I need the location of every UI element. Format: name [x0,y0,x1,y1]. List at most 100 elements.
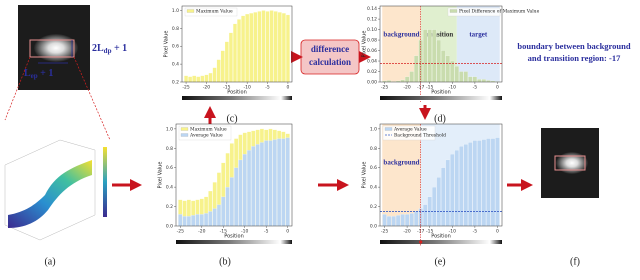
y-tick-label: 0.2 [166,204,173,210]
panel-label: (f) [570,256,580,267]
bar [400,79,405,83]
bar [228,32,233,83]
legend-swatch [180,127,189,131]
legend-swatch [384,127,393,131]
bar [472,76,478,83]
bar [459,146,464,227]
x-tick-label: -5 [265,85,270,91]
x-tick-label: 0 [496,85,499,91]
y-tick-label: 0.14 [367,6,377,12]
bar [445,159,450,227]
panel-label: (e) [434,256,445,267]
bar [221,196,226,227]
bar [386,216,392,227]
bar [216,59,221,83]
bar [200,75,205,83]
legend-box [447,7,501,17]
panel-label: (a) [44,256,55,267]
bar [277,12,282,83]
y-tick-label: 0.0 [166,224,173,230]
bar [391,216,396,227]
bar [486,138,491,227]
bar [182,216,187,227]
bar [196,76,201,83]
legend-label: Average Value [393,127,427,133]
bar [414,55,419,83]
bar [273,11,278,83]
x-tick-label: 0 [286,85,289,91]
bar [472,140,478,227]
bar [188,76,193,83]
x-tick-label: -25 [177,229,184,235]
bar [450,60,455,83]
bar [229,177,234,227]
y-tick-label: 0.12 [367,17,377,23]
bar [247,150,252,227]
bar [459,71,464,83]
height-label: 2Ldp + 1 [92,43,127,54]
bar [195,214,200,227]
boundary-dot [419,240,423,244]
legend-swatch [186,9,195,13]
width-label: Lep + 1 [24,68,53,79]
bar [463,144,468,227]
y-tick-label: 0.10 [367,27,377,33]
legend-box [178,125,232,141]
y-tick-label: 0.4 [172,62,179,68]
legend-label: Maximum Value [190,127,227,133]
bar [191,215,196,227]
legend-swatch [449,9,458,13]
y-tick-label: 0.2 [370,204,377,210]
bar [204,213,209,227]
y-tick-label: 0.02 [367,69,377,75]
y-axis-label: Pixel Value [164,31,170,58]
bar [382,214,387,227]
bar [477,140,482,227]
x-tick-label: -10 [449,229,456,235]
y-tick-label: 1.0 [166,126,173,132]
x-tick-label: -15 [223,85,230,91]
colorbar [182,96,292,100]
bar [436,39,441,83]
process-text: calculation [309,57,351,67]
bar [285,137,290,227]
bar [268,140,273,227]
legend-label: Background Threshold [394,133,446,139]
bar [432,29,437,83]
x-tick-label: -10 [241,229,248,235]
bar [259,142,264,227]
bar [441,50,446,83]
bar [441,167,446,227]
bar [220,50,225,83]
plot-frame [379,123,503,227]
x-axis-label: Position [224,234,243,240]
x-tick-label: -25 [381,229,388,235]
colorbar [176,240,292,244]
y-tick-label: 0.8 [172,26,179,32]
y-tick-label: 0.2 [172,80,179,86]
y-tick-label: 0.4 [370,185,377,191]
boundary-note: boundary between background [517,41,630,51]
bar [454,66,459,83]
bar [265,11,270,83]
bar [234,167,239,227]
y-tick-label: 0.6 [166,165,173,171]
bar [490,138,496,227]
bar [409,213,414,227]
bar [404,76,410,83]
bar [237,19,241,83]
region-label: background [383,30,419,38]
bar [261,10,266,83]
bar [281,138,286,227]
bar [269,10,274,83]
y-tick-label: 1.0 [172,8,179,14]
bar [184,75,189,83]
bar [481,79,487,83]
bar [255,144,260,227]
plot-frame [175,123,293,227]
bar [400,214,405,227]
legend-swatch [180,133,189,137]
bar [208,72,213,83]
y-axis-label: Pixel Value [362,31,368,58]
